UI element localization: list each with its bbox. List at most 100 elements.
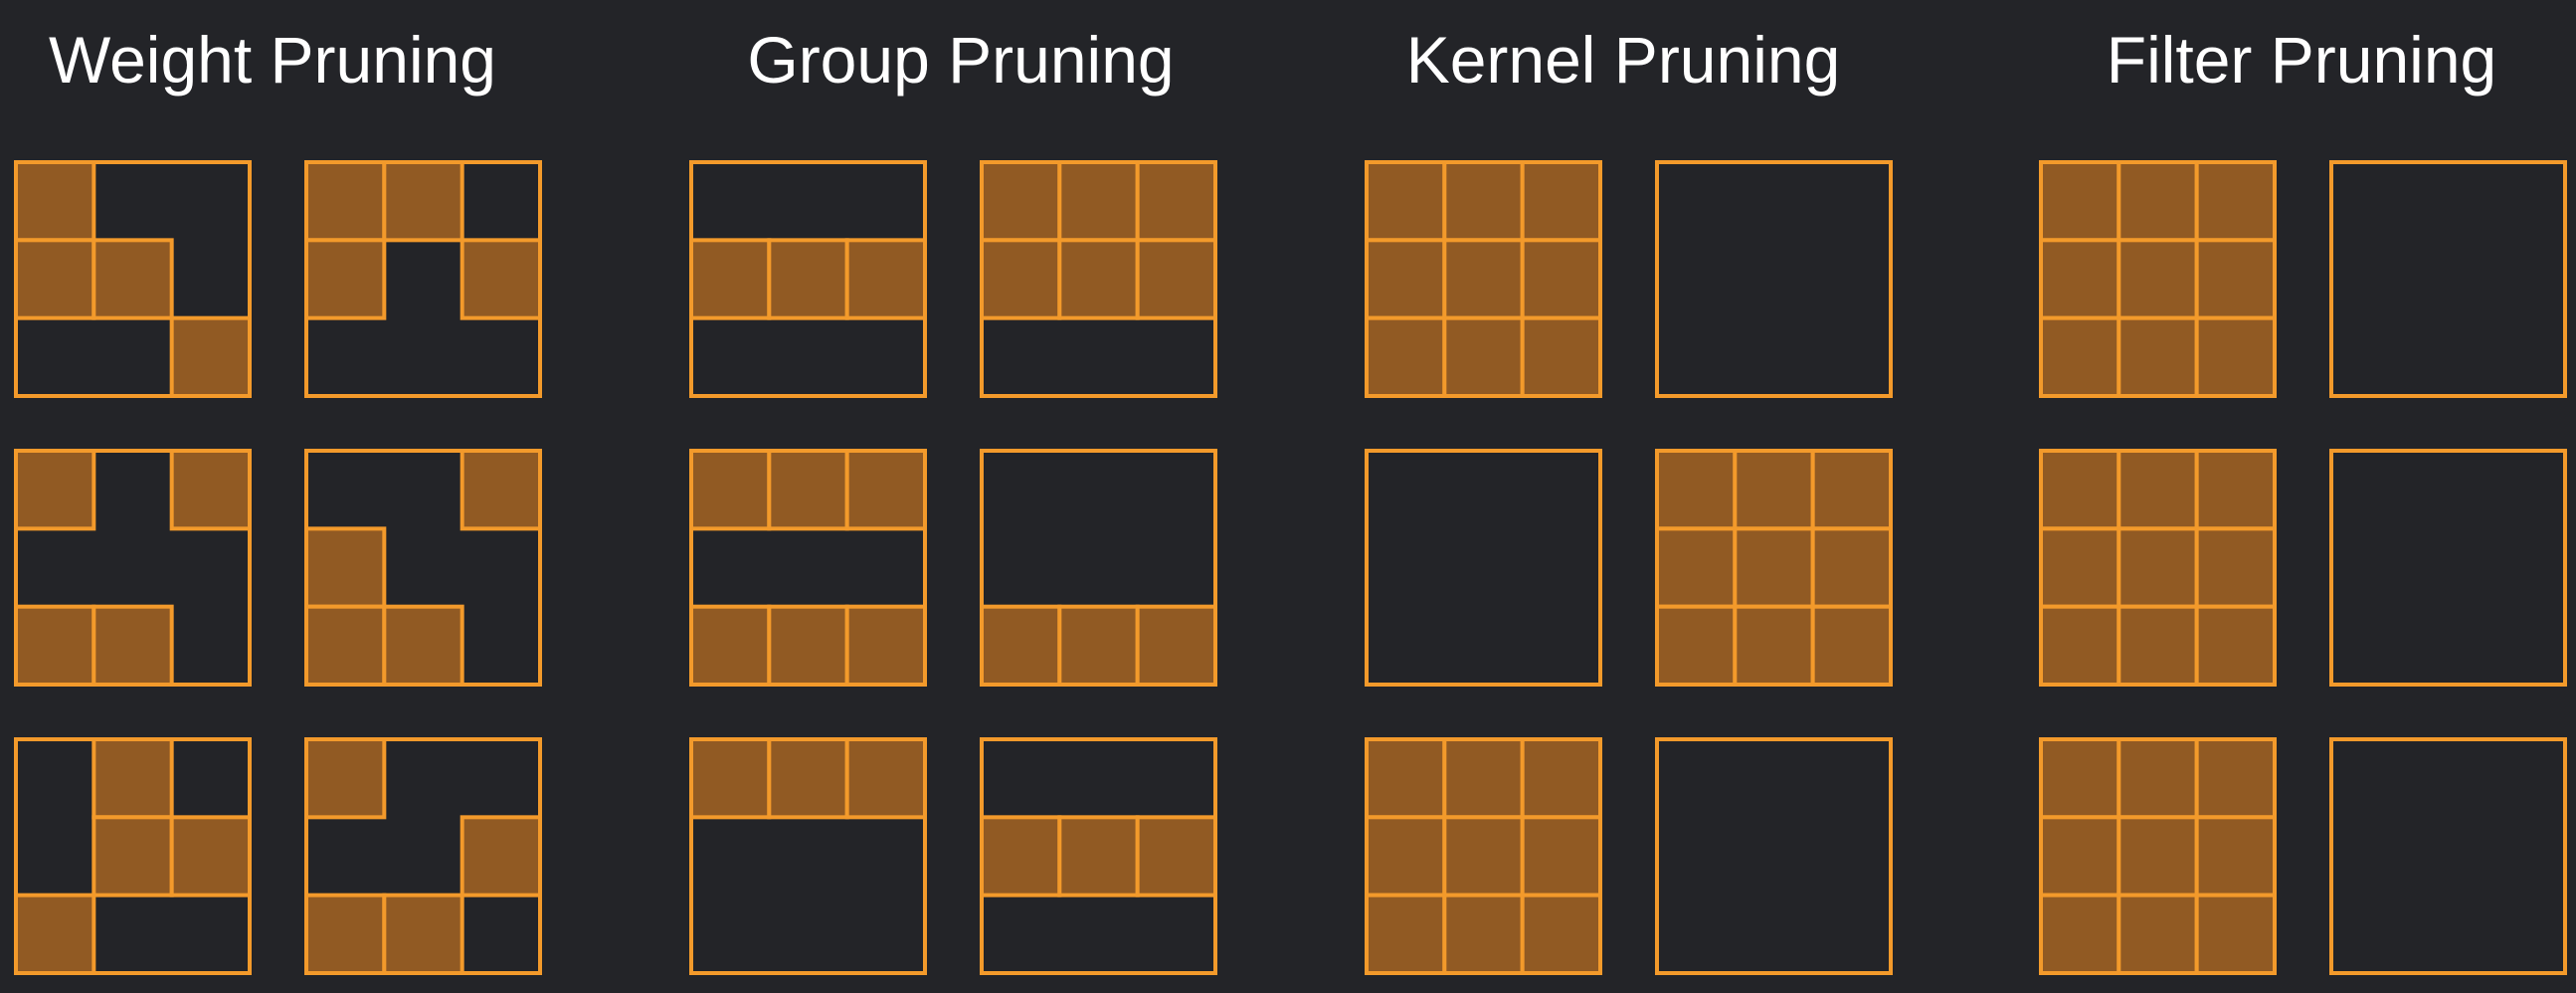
kernel-kernel-1-2	[1655, 160, 1893, 398]
kernel-outline	[304, 737, 542, 975]
kernel-outline	[2329, 449, 2567, 687]
filter-kernel-2-1	[2039, 449, 2278, 688]
pruned-cell	[304, 737, 387, 820]
pruned-cell	[2116, 526, 2199, 609]
pruned-cell	[1057, 815, 1140, 897]
pruned-cell	[980, 815, 1062, 897]
kernel-outline	[689, 160, 927, 398]
pruned-cell	[2194, 815, 2278, 897]
filter-kernel-1-1	[2039, 160, 2278, 398]
pruned-cell	[1520, 238, 1602, 320]
pruned-cell	[2039, 449, 2121, 531]
pruned-cell	[1365, 160, 1447, 243]
filter-kernel-3-1	[2039, 737, 2278, 976]
pruned-cell	[844, 449, 928, 531]
pruned-cell	[2039, 526, 2121, 609]
pruned-cell	[2194, 315, 2278, 398]
kernel-outline	[14, 449, 252, 687]
kernel-outline	[1655, 160, 1893, 398]
kernel-outline	[980, 737, 1217, 975]
pruned-cell	[460, 238, 542, 320]
pruned-cell	[2039, 815, 2121, 897]
kernel-outline	[2329, 160, 2567, 398]
weight-kernel-2-2	[304, 449, 542, 688]
weight-pruning-title: Weight Pruning	[48, 23, 497, 97]
pruned-cell	[169, 815, 253, 897]
pruned-cell	[382, 604, 464, 688]
pruned-cell	[980, 238, 1062, 320]
pruned-cell	[2194, 604, 2278, 688]
kernel-kernel-1-1	[1365, 160, 1602, 398]
pruned-cell	[1520, 893, 1602, 976]
pruned-cell	[2116, 449, 2199, 531]
kernel-outline	[1655, 737, 1893, 975]
pruned-cell	[1365, 315, 1447, 398]
kernel-outline	[2039, 449, 2277, 687]
pruned-cell	[460, 815, 542, 897]
pruned-cell	[689, 449, 772, 531]
pruned-cell	[14, 604, 96, 688]
filter-pruning-group	[2039, 160, 2567, 976]
pruned-cell	[2116, 737, 2199, 820]
kernel-outline	[304, 160, 542, 398]
pruned-cell	[14, 449, 96, 531]
weight-kernel-1-2	[304, 160, 542, 398]
pruned-cell	[304, 238, 387, 320]
pruned-cell	[2039, 893, 2121, 976]
pruned-cell	[92, 737, 174, 820]
kernel-outline	[689, 449, 927, 687]
pruned-cell	[2116, 160, 2199, 243]
pruned-cell	[767, 604, 849, 688]
pruned-cell	[14, 893, 96, 976]
kernel-outline	[2039, 160, 2277, 398]
pruned-cell	[92, 815, 174, 897]
group-pruning-group	[689, 160, 1217, 975]
pruned-cell	[1057, 604, 1140, 688]
pruned-cell	[1520, 160, 1602, 243]
pruned-cell	[1655, 449, 1738, 531]
pruned-cell	[1442, 737, 1525, 820]
pruned-cell	[844, 604, 928, 688]
pruned-cell	[1057, 238, 1140, 320]
pruned-cell	[2194, 526, 2278, 609]
pruned-cell	[382, 160, 464, 243]
group-pruning-title: Group Pruning	[747, 23, 1175, 97]
kernel-outline	[1365, 737, 1602, 975]
pruned-cell	[304, 526, 387, 609]
pruned-cell	[980, 604, 1062, 688]
pruned-cell	[2116, 315, 2199, 398]
pruned-cell	[1442, 893, 1525, 976]
pruned-cell	[460, 449, 542, 531]
pruned-cell	[2039, 160, 2121, 243]
pruned-cell	[2039, 315, 2121, 398]
group-kernel-2-1	[689, 449, 928, 688]
pruned-cell	[382, 893, 464, 976]
group-kernel-3-1	[689, 737, 928, 975]
pruned-cell	[14, 238, 96, 320]
pruned-cell	[1442, 315, 1525, 398]
pruned-cell	[1365, 815, 1447, 897]
pruned-cell	[1520, 815, 1602, 897]
kernel-outline	[14, 160, 252, 398]
kernel-outline	[980, 449, 1217, 687]
pruned-cell	[689, 737, 772, 820]
pruned-cell	[1442, 815, 1525, 897]
pruned-cell	[1733, 604, 1815, 688]
kernel-outline	[304, 449, 542, 687]
pruned-cell	[169, 449, 253, 531]
kernel-outline	[2329, 737, 2567, 975]
kernel-pruning-group	[1365, 160, 1893, 976]
pruned-cell	[2194, 893, 2278, 976]
pruned-cell	[2194, 449, 2278, 531]
pruned-cell	[14, 160, 96, 243]
group-kernel-1-1	[689, 160, 928, 398]
filter-kernel-3-2	[2329, 737, 2567, 975]
pruned-cell	[1135, 238, 1217, 320]
pruned-cell	[1365, 893, 1447, 976]
pruned-cell	[1810, 449, 1893, 531]
pruned-cell	[169, 315, 253, 398]
weight-kernel-2-1	[14, 449, 253, 688]
weight-kernel-3-1	[14, 737, 253, 976]
pruned-cell	[92, 604, 174, 688]
kernel-outline	[14, 737, 252, 975]
